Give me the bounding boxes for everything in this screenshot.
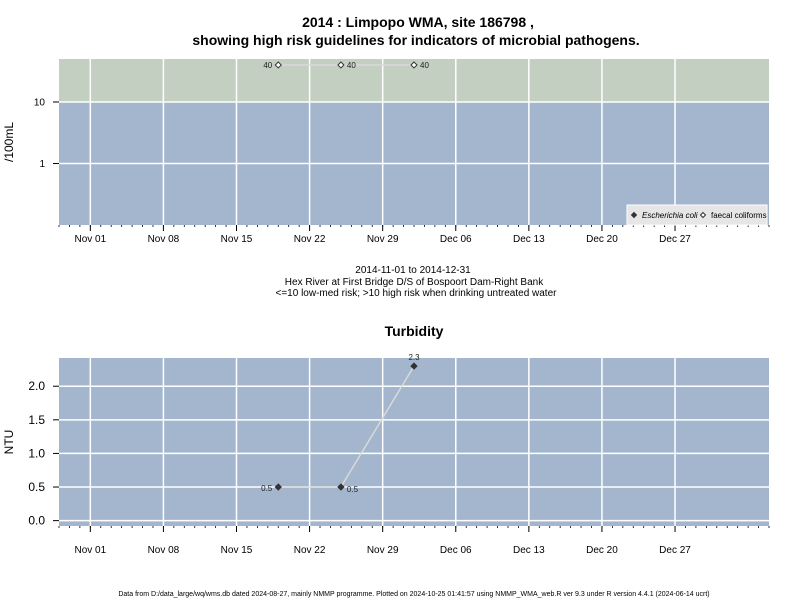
x-tick-label: Dec 20 [586, 234, 618, 245]
faecal-coliforms-point [337, 61, 345, 69]
x-tick-label: Dec 13 [513, 545, 545, 556]
x-tick-label: Nov 22 [294, 545, 326, 556]
legend: Escherichia coli faecal coliforms [626, 204, 768, 226]
turbidity-point [337, 483, 345, 491]
y-tick-label: 1 [39, 159, 45, 170]
x-tick-label: Nov 15 [221, 545, 253, 556]
turbidity-point [274, 483, 282, 491]
microbial-chart: Nov 01 Nov 08 Nov 15 Nov 22 Nov 29 Dec 06 Dec … [2, 59, 770, 245]
point-label: 2.3 [408, 353, 420, 362]
turbidity-title: Turbidity [385, 323, 444, 339]
x-tick-label: Dec 06 [440, 234, 472, 245]
legend-ecoli-label: Escherichia coli [642, 211, 698, 220]
y-tick-label: 0.5 [28, 480, 45, 494]
turbidity-point [410, 362, 418, 370]
x-tick-label: Nov 22 [294, 234, 326, 245]
faecal-coliforms-point [274, 61, 282, 69]
x-tick-label: Nov 15 [221, 234, 253, 245]
x-tick-label: Dec 27 [659, 545, 691, 556]
point-label: 40 [263, 61, 272, 70]
turbidity-panel [59, 358, 769, 526]
legend-faecal-marker [699, 211, 707, 219]
point-label: 0.5 [261, 484, 273, 493]
x-tick-label: Nov 08 [148, 234, 180, 245]
point-label: 0.5 [347, 485, 359, 494]
legend-faecal-label: faecal coliforms [711, 211, 767, 220]
turbidity-chart: Nov 01 Nov 08 Nov 15 Nov 22 Nov 29 Dec 06 Dec … [2, 353, 770, 556]
caption-site: Hex River at First Bridge D/S of Bospoor… [285, 277, 544, 288]
x-tick-label: Dec 20 [586, 545, 618, 556]
y-tick-label: 0.0 [28, 514, 45, 528]
y-tick-label: 1.5 [28, 413, 45, 427]
main-title-line2: showing high risk guidelines for indicat… [192, 32, 639, 48]
y-axis-label: /100mL [2, 122, 16, 162]
caption-risk-note: <=10 low-med risk; >10 high risk when dr… [276, 288, 558, 299]
caption-date-range: 2014-11-01 to 2014-12-31 [355, 265, 471, 276]
x-tick-label: Nov 29 [367, 234, 399, 245]
x-tick-label: Dec 27 [659, 234, 691, 245]
y-axis-label: NTU [2, 430, 16, 455]
x-tick-label: Dec 06 [440, 545, 472, 556]
point-label: 40 [347, 61, 356, 70]
y-tick-label: 2.0 [28, 379, 45, 393]
x-tick-label: Nov 08 [148, 545, 180, 556]
faecal-coliforms-point [410, 61, 418, 69]
x-tick-label: Nov 01 [74, 545, 106, 556]
footer-note: Data from D:/data_large/wq/wms.db dated … [118, 591, 709, 598]
y-tick-label: 10 [34, 97, 46, 108]
main-title-line1: 2014 : Limpopo WMA, site 186798 , [302, 14, 534, 30]
x-tick-label: Nov 29 [367, 545, 399, 556]
x-tick-label: Dec 13 [513, 234, 545, 245]
legend-ecoli-marker [630, 211, 638, 219]
x-tick-label: Nov 01 [74, 234, 106, 245]
point-label: 40 [420, 61, 429, 70]
legend-box [626, 204, 768, 226]
y-tick-label: 1.0 [28, 446, 45, 460]
